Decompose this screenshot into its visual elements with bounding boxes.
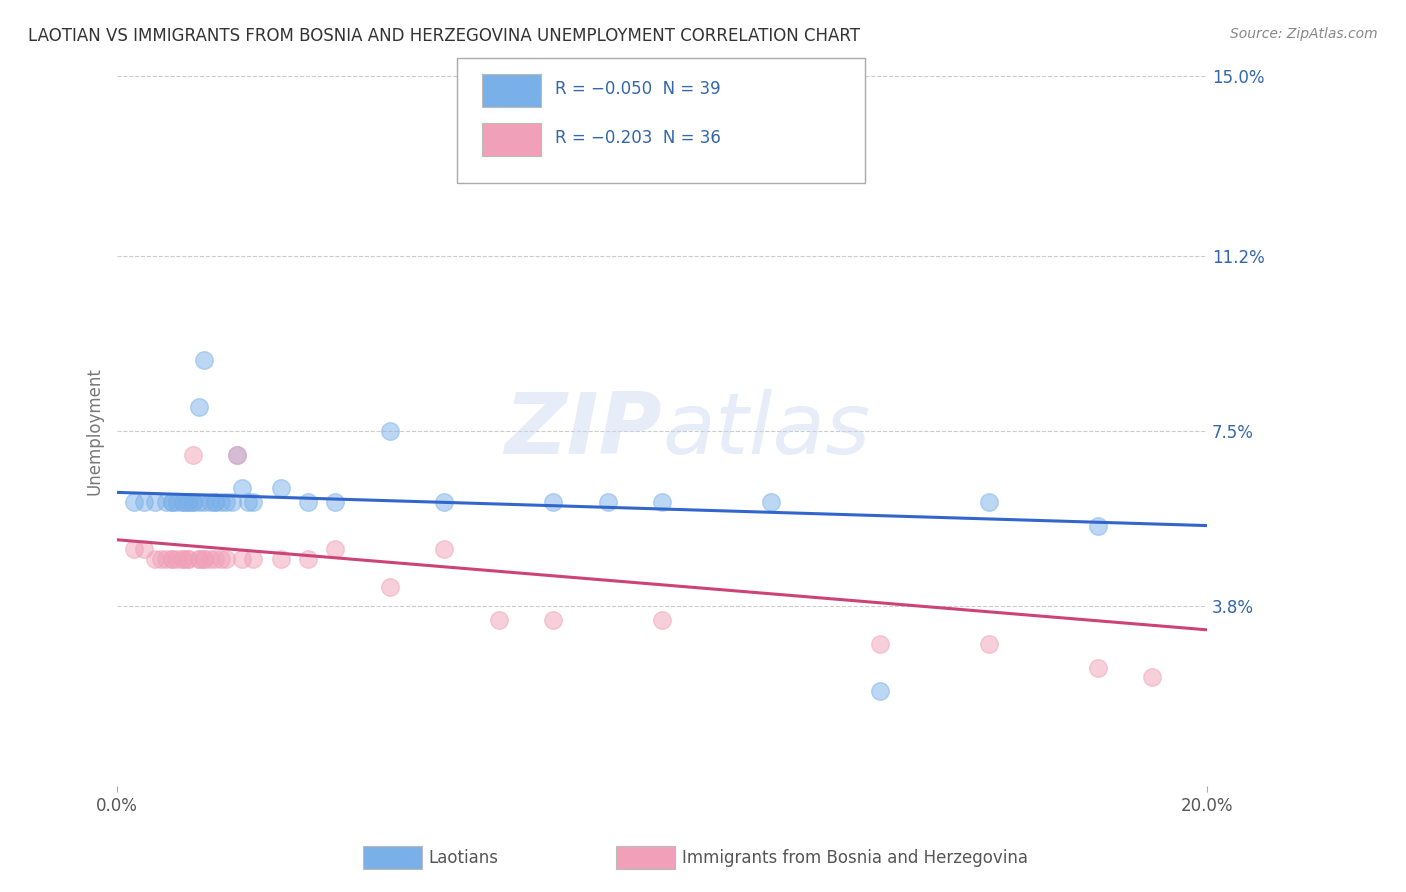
Point bbox=[204, 551, 226, 566]
Point bbox=[488, 613, 510, 627]
Point bbox=[160, 551, 183, 566]
Point bbox=[977, 495, 1000, 509]
Text: Laotians: Laotians bbox=[429, 849, 499, 867]
Point bbox=[869, 684, 891, 698]
Point bbox=[160, 551, 183, 566]
Point bbox=[541, 613, 564, 627]
Text: LAOTIAN VS IMMIGRANTS FROM BOSNIA AND HERZEGOVINA UNEMPLOYMENT CORRELATION CHART: LAOTIAN VS IMMIGRANTS FROM BOSNIA AND HE… bbox=[28, 27, 860, 45]
Point bbox=[541, 495, 564, 509]
Point bbox=[204, 495, 226, 509]
Point bbox=[172, 551, 194, 566]
Point bbox=[297, 551, 319, 566]
Point bbox=[143, 551, 166, 566]
Point bbox=[209, 495, 232, 509]
Text: Source: ZipAtlas.com: Source: ZipAtlas.com bbox=[1230, 27, 1378, 41]
Point bbox=[323, 495, 346, 509]
Text: R = −0.203  N = 36: R = −0.203 N = 36 bbox=[555, 129, 721, 147]
Point bbox=[651, 613, 673, 627]
Point bbox=[378, 424, 401, 438]
Point bbox=[323, 542, 346, 557]
Point bbox=[977, 637, 1000, 651]
Point bbox=[149, 551, 172, 566]
Point bbox=[134, 495, 156, 509]
Point bbox=[187, 400, 209, 414]
Point bbox=[198, 495, 221, 509]
Point bbox=[155, 495, 177, 509]
Point bbox=[187, 495, 209, 509]
Point bbox=[193, 352, 215, 367]
Point bbox=[193, 551, 215, 566]
Point bbox=[166, 495, 188, 509]
Point bbox=[160, 495, 183, 509]
Point bbox=[187, 551, 209, 566]
Text: atlas: atlas bbox=[662, 389, 870, 473]
Point bbox=[433, 542, 456, 557]
Point bbox=[242, 495, 264, 509]
Point bbox=[215, 551, 238, 566]
Text: Immigrants from Bosnia and Herzegovina: Immigrants from Bosnia and Herzegovina bbox=[682, 849, 1028, 867]
Point bbox=[193, 551, 215, 566]
Point bbox=[177, 495, 200, 509]
Point bbox=[1087, 518, 1109, 533]
Point bbox=[172, 495, 194, 509]
Text: R = −0.050  N = 39: R = −0.050 N = 39 bbox=[555, 80, 721, 98]
Point bbox=[183, 495, 205, 509]
Point bbox=[596, 495, 619, 509]
Point bbox=[193, 495, 215, 509]
Point bbox=[236, 495, 259, 509]
Point bbox=[759, 495, 782, 509]
Point bbox=[1087, 661, 1109, 675]
Point bbox=[187, 551, 209, 566]
Point bbox=[183, 495, 205, 509]
Point bbox=[204, 495, 226, 509]
Point bbox=[122, 542, 145, 557]
Point bbox=[183, 448, 205, 462]
Point bbox=[172, 495, 194, 509]
Point bbox=[226, 448, 249, 462]
Point bbox=[166, 551, 188, 566]
Point bbox=[177, 551, 200, 566]
Point bbox=[297, 495, 319, 509]
Y-axis label: Unemployment: Unemployment bbox=[86, 367, 103, 495]
Point bbox=[221, 495, 243, 509]
Point bbox=[651, 495, 673, 509]
Point bbox=[270, 481, 292, 495]
Point bbox=[134, 542, 156, 557]
Point bbox=[177, 551, 200, 566]
Point bbox=[122, 495, 145, 509]
Point bbox=[433, 495, 456, 509]
Point bbox=[209, 551, 232, 566]
Point bbox=[242, 551, 264, 566]
Point bbox=[143, 495, 166, 509]
Point bbox=[160, 495, 183, 509]
Point bbox=[231, 551, 253, 566]
Text: ZIP: ZIP bbox=[505, 389, 662, 473]
Point bbox=[869, 637, 891, 651]
Point bbox=[215, 495, 238, 509]
Point bbox=[231, 481, 253, 495]
Point bbox=[270, 551, 292, 566]
Point bbox=[378, 580, 401, 594]
Point bbox=[177, 495, 200, 509]
Point bbox=[198, 551, 221, 566]
Point bbox=[172, 551, 194, 566]
Point bbox=[1142, 670, 1164, 684]
Point bbox=[155, 551, 177, 566]
Point bbox=[226, 448, 249, 462]
